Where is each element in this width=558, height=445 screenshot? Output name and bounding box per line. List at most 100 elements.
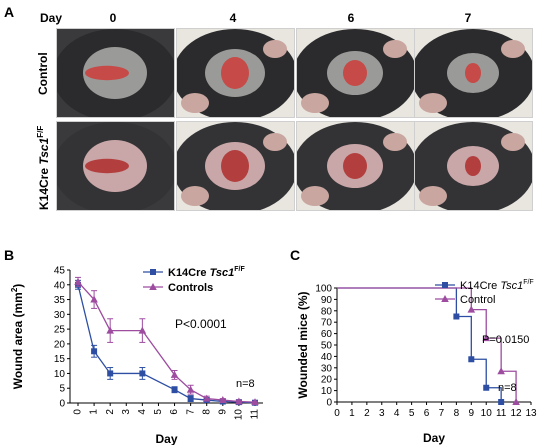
data-point xyxy=(139,370,146,377)
x-tick-label: 2 xyxy=(105,409,116,415)
y-tick-label: 5 xyxy=(59,384,65,395)
x-tick-label: 3 xyxy=(121,409,132,415)
mouse-ear xyxy=(419,186,447,206)
y-tick-label: 40 xyxy=(54,280,66,291)
y-tick-label: 70 xyxy=(321,318,333,329)
mouse-ear xyxy=(301,186,329,206)
y-tick-label: 30 xyxy=(321,363,333,374)
y-tick-label: 45 xyxy=(54,266,66,277)
x-tick-label: 5 xyxy=(153,409,164,415)
wound-site xyxy=(85,158,129,174)
n-annotation: n=8 xyxy=(236,378,255,390)
legend-label: K14Cre Tsc1F/F xyxy=(460,279,534,292)
x-tick-label: 8 xyxy=(454,408,460,419)
data-point xyxy=(170,370,179,378)
x-tick-label: 2 xyxy=(364,408,370,419)
legend-marker xyxy=(442,282,448,288)
x-tick-label: 7 xyxy=(439,408,445,419)
x-tick-label: 12 xyxy=(511,408,523,419)
x-tick-label: 10 xyxy=(481,408,493,419)
x-tick-label: 3 xyxy=(379,408,385,419)
panel-a-letter: A xyxy=(4,4,15,20)
series-line xyxy=(77,281,256,403)
wound-photo xyxy=(296,28,415,118)
x-tick-label: 9 xyxy=(469,408,475,419)
legend-item: K14Cre Tsc1F/F xyxy=(143,266,245,279)
censor-marker xyxy=(497,367,505,375)
wound-site xyxy=(465,156,481,176)
y-tick-label: 40 xyxy=(321,352,333,363)
mouse-ear xyxy=(501,133,525,151)
legend-label: Controls xyxy=(168,282,213,294)
wound-site xyxy=(221,57,249,89)
y-tick-label: 15 xyxy=(54,354,66,365)
wound-photo xyxy=(176,121,295,211)
x-tick-label: 0 xyxy=(73,409,84,415)
x-tick-label: 6 xyxy=(169,409,180,415)
y-tick-label: 90 xyxy=(321,295,333,306)
data-point xyxy=(138,326,147,334)
x-tick-label: 1 xyxy=(89,409,100,415)
legend-marker xyxy=(441,295,449,302)
y-tick-label: 35 xyxy=(54,295,66,306)
y-tick-label: 50 xyxy=(321,341,333,352)
mouse-ear xyxy=(263,40,287,58)
data-point xyxy=(74,277,82,285)
day-header-0: 0 xyxy=(109,11,117,25)
y-tick-label: 20 xyxy=(54,339,66,350)
x-tick-label: 11 xyxy=(496,408,507,419)
mouse-ear xyxy=(383,40,407,58)
data-point xyxy=(186,385,195,393)
y-tick-label: 10 xyxy=(321,386,333,397)
mouse-ear xyxy=(419,93,447,113)
y-tick-label: 60 xyxy=(321,329,333,340)
legend-marker xyxy=(149,283,157,290)
censor-marker xyxy=(482,334,491,342)
x-tick-label: 9 xyxy=(217,409,228,415)
wound-photo xyxy=(414,28,533,118)
wound-photo xyxy=(56,121,175,211)
data-point xyxy=(171,386,178,393)
mouse-ear xyxy=(301,93,329,113)
y-tick-label: 0 xyxy=(59,399,65,410)
x-tick-label: 4 xyxy=(137,409,148,415)
x-axis-title: Day xyxy=(155,432,177,445)
mouse-ear xyxy=(383,133,407,151)
data-point xyxy=(235,397,243,405)
x-tick-label: 5 xyxy=(409,408,415,419)
n-annotation: n=8 xyxy=(498,382,517,394)
day-header-7: 7 xyxy=(464,11,472,25)
x-tick-label: 10 xyxy=(234,409,245,421)
x-tick-label: 11 xyxy=(250,409,261,420)
panel-b-letter: B xyxy=(4,247,15,263)
data-point xyxy=(219,396,227,404)
series-line xyxy=(77,284,256,404)
legend-marker xyxy=(150,269,156,275)
p-value-annotation: P<0.0001 xyxy=(175,317,227,331)
legend-label: K14Cre Tsc1F/F xyxy=(168,266,245,279)
legend-item: Controls xyxy=(143,282,213,294)
mouse-ear xyxy=(181,93,209,113)
x-tick-label: 4 xyxy=(394,408,400,419)
censor-marker xyxy=(512,398,520,405)
x-tick-label: 1 xyxy=(349,408,355,419)
y-tick-label: 100 xyxy=(315,284,332,295)
panel-c-letter: C xyxy=(290,247,301,263)
wound-photo xyxy=(296,121,415,211)
day-header-4: 4 xyxy=(229,11,237,25)
censor-marker xyxy=(468,356,475,363)
y-axis-title: Wound area (mm2) xyxy=(10,284,25,390)
censor-marker xyxy=(498,399,505,405)
censor-marker xyxy=(453,313,460,320)
legend-label: Control xyxy=(460,294,495,306)
data-point xyxy=(187,395,194,402)
x-tick-label: 0 xyxy=(334,408,340,419)
data-point xyxy=(251,398,259,406)
x-tick-label: 7 xyxy=(185,409,196,415)
legend-item: Control xyxy=(435,294,495,306)
wound-site xyxy=(85,65,129,81)
wound-site xyxy=(465,63,481,83)
wound-site xyxy=(343,60,367,86)
